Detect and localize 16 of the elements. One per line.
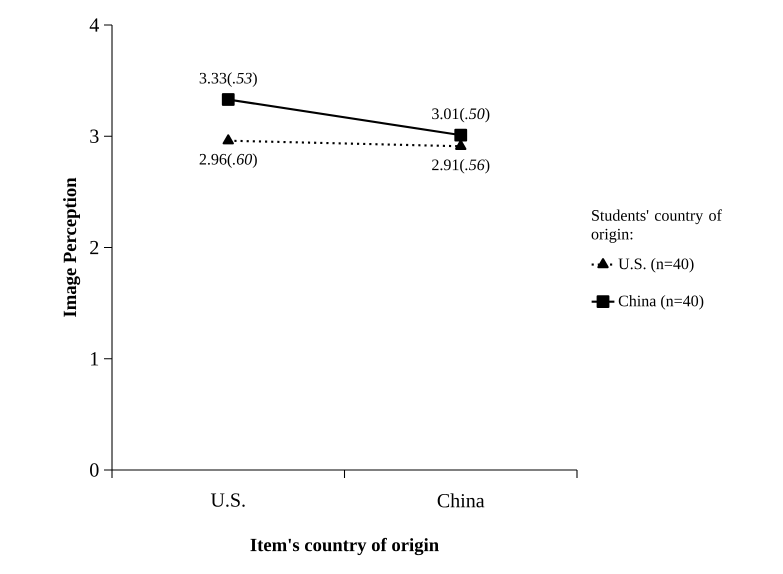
- data-label: 3.01(.50): [432, 108, 490, 122]
- data-label: 2.91(.56): [432, 158, 490, 174]
- y-tick-label: 3: [90, 130, 99, 143]
- legend-label: U.S. (n=40): [618, 258, 694, 272]
- y-tick-label: 1: [91, 352, 98, 366]
- x-tick-label: U.S.: [210, 493, 245, 507]
- data-label: 3.33(.53): [200, 72, 257, 87]
- x-axis-title: Item's country of origin: [250, 538, 439, 556]
- x-tick-label: China: [438, 493, 484, 508]
- legend-title: Students' country of origin:: [592, 209, 722, 243]
- data-label: 2.96(.60): [200, 153, 257, 168]
- y-tick-label: 0: [90, 463, 99, 477]
- y-tick-label: 4: [90, 18, 99, 32]
- y-tick-label: 2: [90, 240, 98, 254]
- y-axis-title: Image Perception: [63, 178, 80, 317]
- legend-label: China (n=40): [618, 295, 704, 310]
